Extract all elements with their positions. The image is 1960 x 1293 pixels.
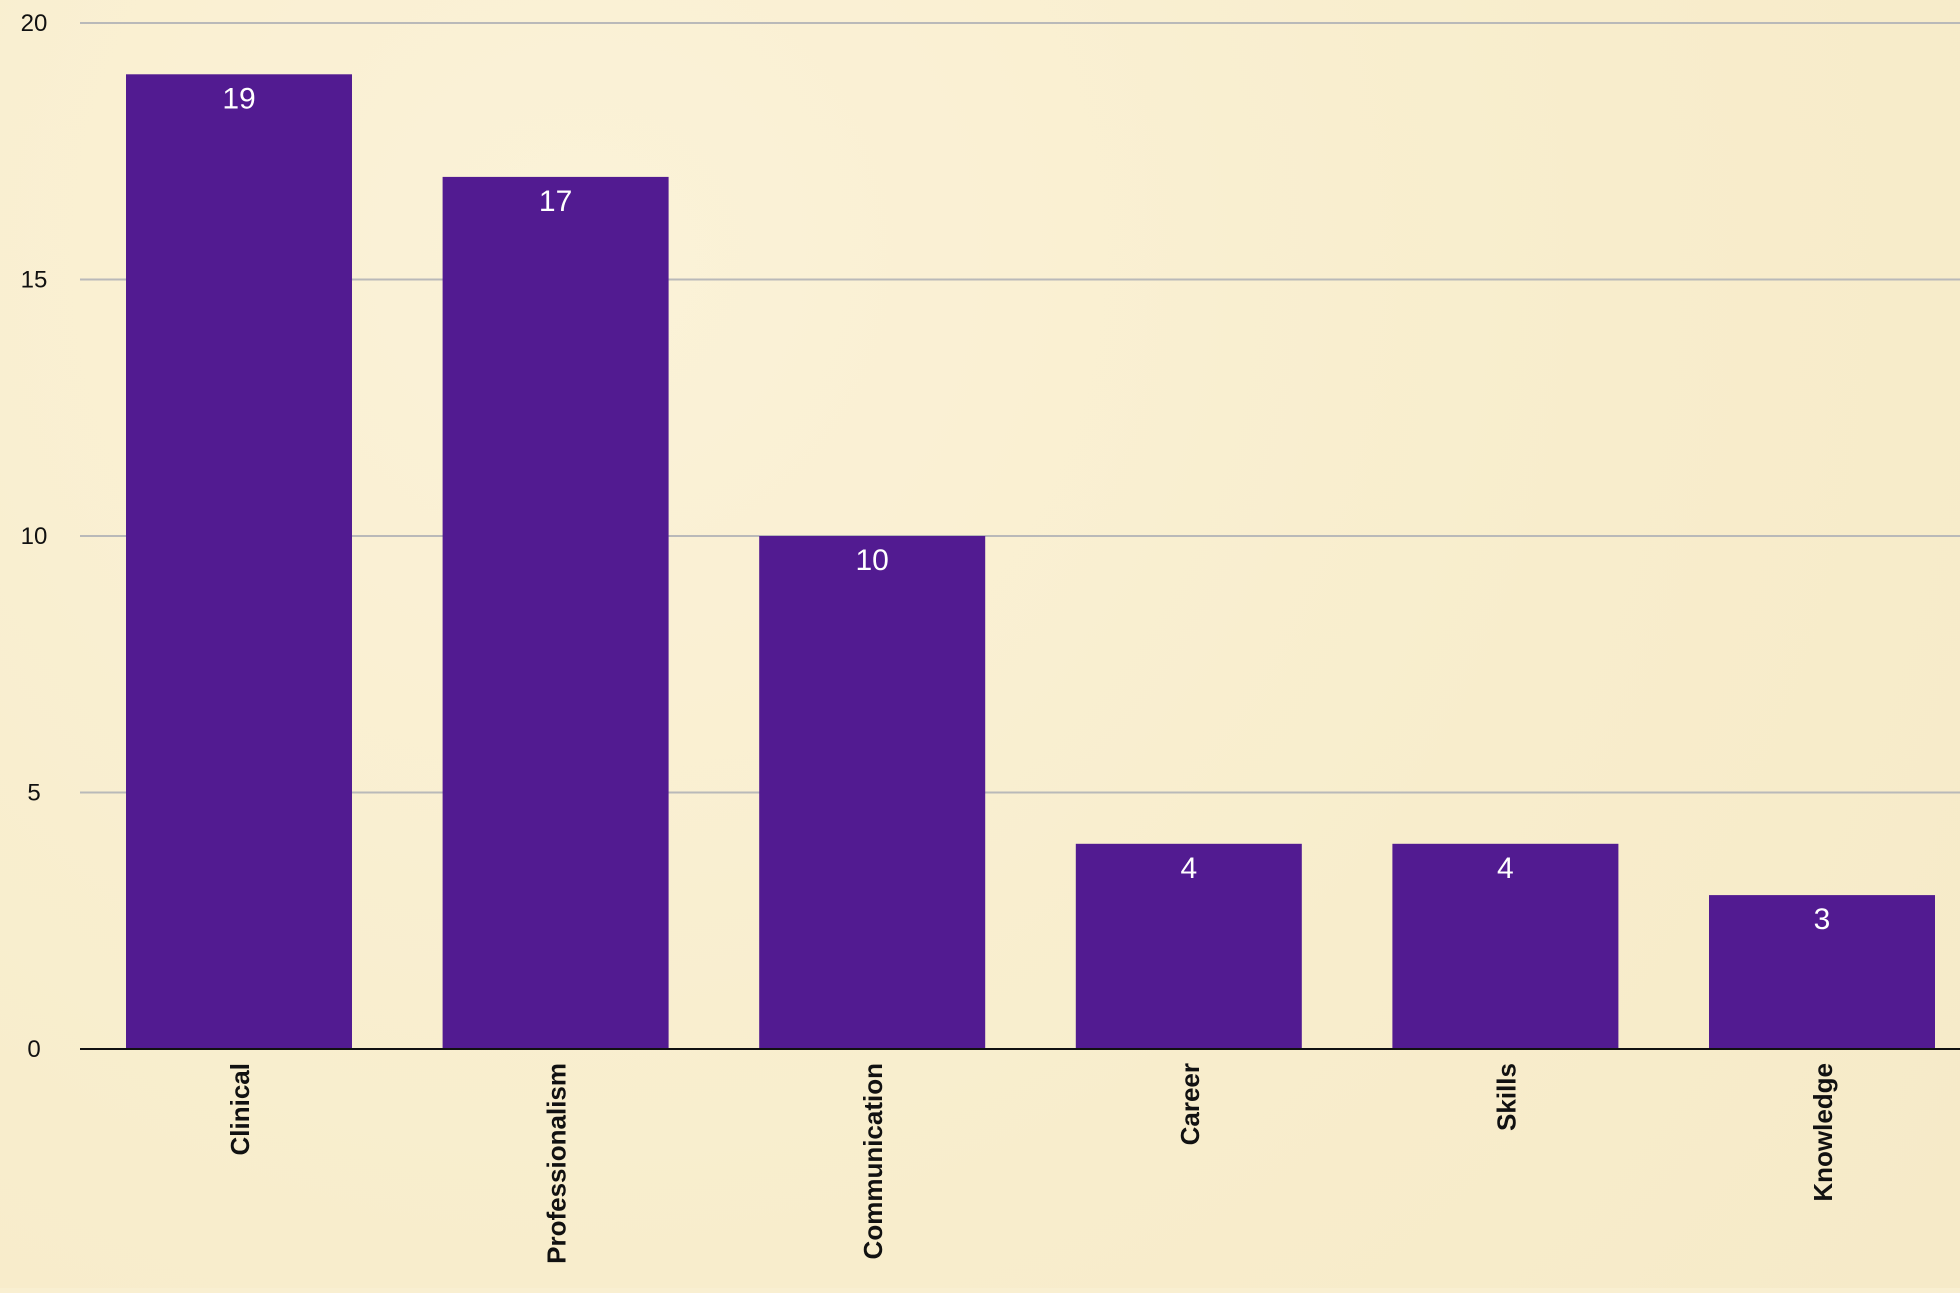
bar-knowledge <box>1709 895 1935 1049</box>
data-label-clinical: 19 <box>222 82 255 115</box>
x-tick-label-knowledge: Knowledge <box>1808 1063 1838 1202</box>
y-tick-label-5: 5 <box>27 780 40 807</box>
bar-communication <box>759 536 986 1049</box>
bar-career <box>1075 843 1302 1049</box>
data-label-communication: 10 <box>856 544 889 577</box>
labels: 0 5 10 15 20 19 Clinical 17 Professionalism 10 Com… <box>21 10 1838 1264</box>
y-tick-label-20: 20 <box>21 10 48 37</box>
y-tick-label-10: 10 <box>21 523 48 550</box>
data-label-skills: 4 <box>1497 852 1514 885</box>
x-tick-label-clinical: Clinical <box>225 1063 255 1155</box>
data-label-career: 4 <box>1180 852 1197 885</box>
bar-skills <box>1392 843 1619 1049</box>
bar-clinical <box>126 74 352 1050</box>
gridlines <box>80 22 1960 794</box>
x-tick-label-career: Career <box>1175 1063 1205 1145</box>
bar-professionalism <box>442 176 669 1049</box>
y-tick-label-0: 0 <box>27 1036 40 1063</box>
data-label-knowledge: 3 <box>1814 903 1831 936</box>
data-label-professionalism: 17 <box>539 185 572 218</box>
bars <box>126 74 1935 1050</box>
x-tick-label-skills: Skills <box>1491 1063 1521 1131</box>
y-tick-label-15: 15 <box>21 267 48 294</box>
x-tick-label-communication: Communication <box>858 1063 888 1259</box>
x-tick-label-professionalism: Professionalism <box>542 1063 572 1264</box>
